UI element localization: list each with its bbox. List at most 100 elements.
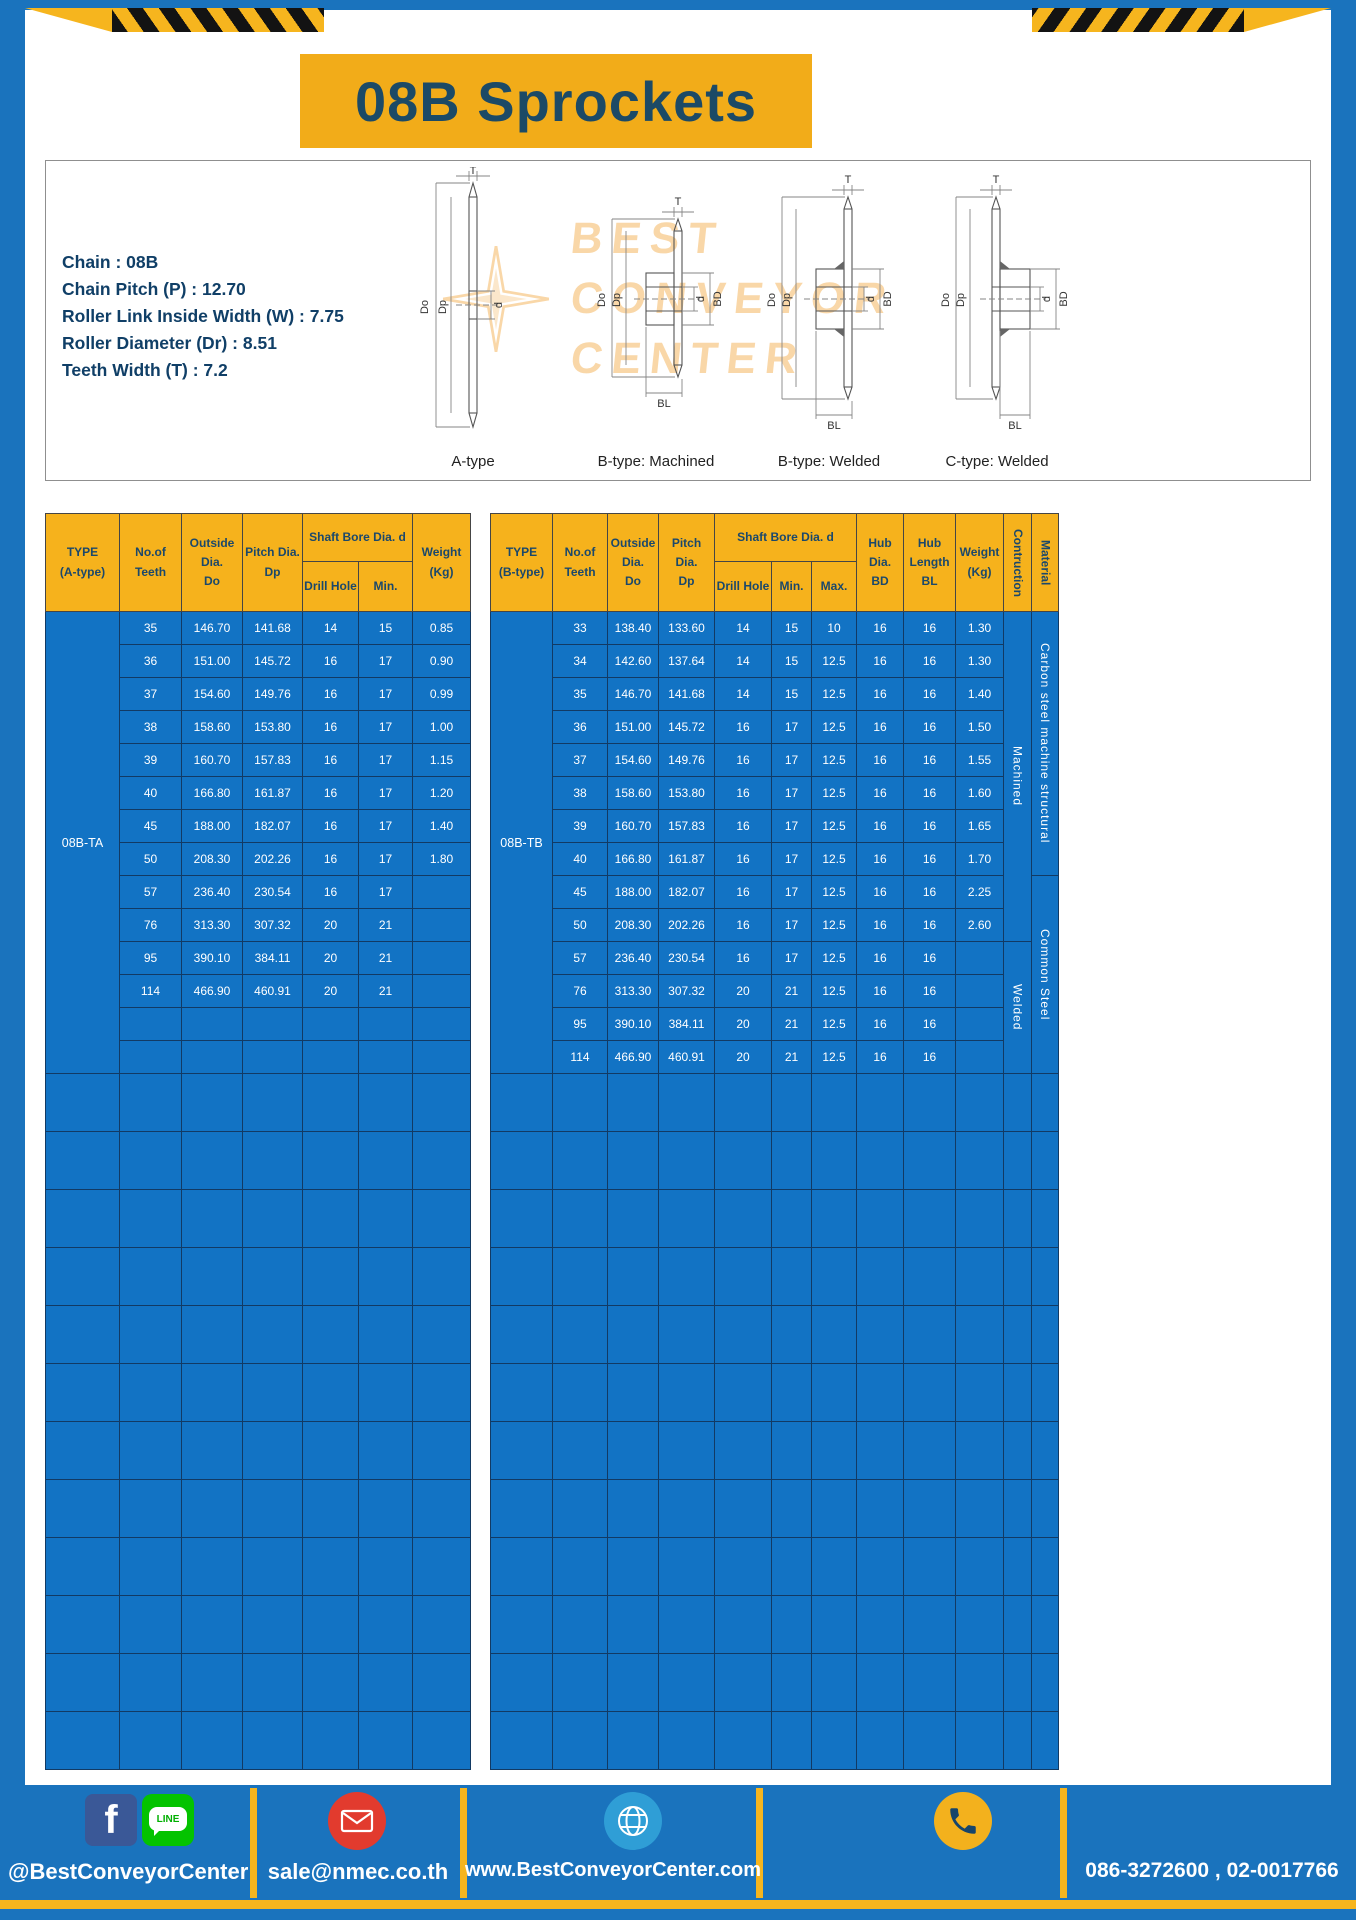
line-icon[interactable]: LINE — [142, 1794, 194, 1846]
table-a-type: TYPE (A-type) No.of Teeth Outside Dia. D… — [45, 513, 471, 1770]
empty-cell — [856, 1305, 905, 1364]
facebook-icon[interactable]: f — [85, 1794, 137, 1846]
empty-cell — [119, 1595, 182, 1654]
empty-row — [45, 1595, 471, 1654]
table-b-type: TYPE (B-type) No.of Teeth Outside Dia. D… — [490, 513, 1060, 1770]
line-bubble: LINE — [149, 1807, 187, 1836]
data-cell: 16 — [302, 710, 359, 744]
social-handle[interactable]: @BestConveyorCenter — [8, 1859, 249, 1884]
data-cell: 202.26 — [242, 842, 303, 876]
drawing-c-type-welded: Do Dp d BD BL T — [940, 174, 1070, 432]
data-cell: 16 — [856, 908, 905, 942]
data-cell: 16 — [856, 1040, 905, 1074]
email-address[interactable]: sale@nmec.co.th — [267, 1859, 449, 1884]
data-cell: 146.70 — [181, 611, 243, 645]
data-cell: 137.64 — [658, 644, 715, 678]
empty-cell — [242, 1711, 303, 1770]
data-cell: 16 — [903, 710, 957, 744]
col-header-hub-dia: Hub Dia. BD — [856, 513, 905, 612]
empty-cell — [552, 1479, 608, 1538]
data-cell — [242, 1007, 303, 1041]
data-cell: 20 — [714, 1040, 772, 1074]
empty-cell — [903, 1305, 957, 1364]
empty-cell — [607, 1653, 659, 1712]
empty-cell — [242, 1595, 303, 1654]
empty-cell — [490, 1363, 553, 1422]
data-cell: 138.40 — [607, 611, 659, 645]
empty-cell — [856, 1595, 905, 1654]
empty-cell — [955, 1421, 1005, 1480]
col-header-shaft-bore: Shaft Bore Dia. d — [302, 513, 413, 562]
phone-numbers[interactable]: 086-3272600 , 02-0017766 — [1085, 1859, 1339, 1882]
empty-cell — [771, 1479, 812, 1538]
empty-cell — [119, 1653, 182, 1712]
dim-label-bd: BD — [1058, 291, 1070, 306]
data-row: 76 313.30 307.32 20 21 12.5 16 16 — [491, 974, 1059, 1008]
data-cell: 16 — [856, 1007, 905, 1041]
empty-cell — [242, 1073, 303, 1132]
data-cell: 17 — [358, 743, 413, 777]
empty-cell — [119, 1363, 182, 1422]
empty-cell — [714, 1305, 772, 1364]
data-cell — [358, 1007, 413, 1041]
data-cell: 1.30 — [955, 611, 1005, 645]
data-cell: 17 — [358, 842, 413, 876]
data-cell: 16 — [856, 809, 905, 843]
data-row: 36 151.00 145.72 16 17 12.5 16 16 1.50 — [491, 710, 1059, 744]
data-cell — [955, 1040, 1005, 1074]
empty-row — [490, 1595, 1060, 1654]
data-cell: 208.30 — [181, 842, 243, 876]
drawing-b-type-welded: Do Dp d BD BL T — [766, 174, 894, 432]
empty-cell — [45, 1711, 120, 1770]
data-cell: 21 — [358, 908, 413, 942]
empty-cell — [552, 1247, 608, 1306]
empty-cell — [1031, 1073, 1060, 1132]
data-cell: 16 — [714, 842, 772, 876]
data-cell: 14 — [714, 644, 772, 678]
website-url[interactable]: www.BestConveyorCenter.com — [465, 1859, 762, 1881]
col-header-outside-dia: Outside Dia. Do — [607, 513, 659, 612]
data-row: 57 236.40 230.54 16 17 — [46, 875, 471, 909]
empty-cell — [45, 1305, 120, 1364]
data-cell: 390.10 — [607, 1007, 659, 1041]
data-cell: 151.00 — [181, 644, 243, 678]
data-cell: 16 — [714, 941, 772, 975]
empty-cell — [714, 1653, 772, 1712]
empty-cell — [658, 1189, 715, 1248]
col-header-pitch-dia: Pitch Dia. Dp — [242, 513, 303, 612]
data-row: 37 154.60 149.76 16 17 0.99 — [46, 677, 471, 711]
data-cell: 16 — [856, 776, 905, 810]
data-row: 95 390.10 384.11 20 21 12.5 16 16 — [491, 1007, 1059, 1041]
empty-row — [490, 1653, 1060, 1712]
empty-cell — [1003, 1247, 1033, 1306]
dim-label-d: d — [1041, 296, 1053, 302]
data-cell: 39 — [119, 743, 182, 777]
empty-cell — [771, 1189, 812, 1248]
empty-cell — [658, 1131, 715, 1190]
data-row: 114 466.90 460.91 20 21 12.5 16 16 — [491, 1040, 1059, 1074]
drawing-a-type: Do Dp d T — [419, 167, 505, 430]
data-row: 57 236.40 230.54 16 17 12.5 16 16 Welded — [491, 941, 1059, 1074]
data-cell: 35 — [119, 611, 182, 645]
dim-label-bl: BL — [827, 420, 840, 432]
data-cell: 141.68 — [242, 611, 303, 645]
data-cell: 10 — [810, 611, 858, 645]
empty-cell — [302, 1073, 359, 1132]
type-value-cell: 08B-TB — [490, 611, 553, 1074]
empty-cell — [607, 1363, 659, 1422]
empty-cell — [490, 1305, 553, 1364]
email-icon[interactable] — [328, 1792, 386, 1850]
col-header-min: Min. — [358, 561, 413, 612]
empty-cell — [856, 1479, 905, 1538]
table-a-header: TYPE (A-type) No.of Teeth Outside Dia. D… — [45, 513, 471, 612]
empty-cell — [490, 1247, 553, 1306]
page-title: 08B Sprockets — [354, 69, 758, 133]
empty-cell — [856, 1653, 905, 1712]
empty-cell — [181, 1421, 243, 1480]
website-icon[interactable] — [604, 1792, 662, 1850]
empty-row — [490, 1711, 1060, 1770]
data-cell: 161.87 — [242, 776, 303, 810]
spec-drawing-panel: BEST CONVEYOR CENTER Chain : 08B Chain P… — [45, 160, 1311, 481]
phone-icon[interactable] — [934, 1792, 992, 1850]
empty-cell — [607, 1131, 659, 1190]
